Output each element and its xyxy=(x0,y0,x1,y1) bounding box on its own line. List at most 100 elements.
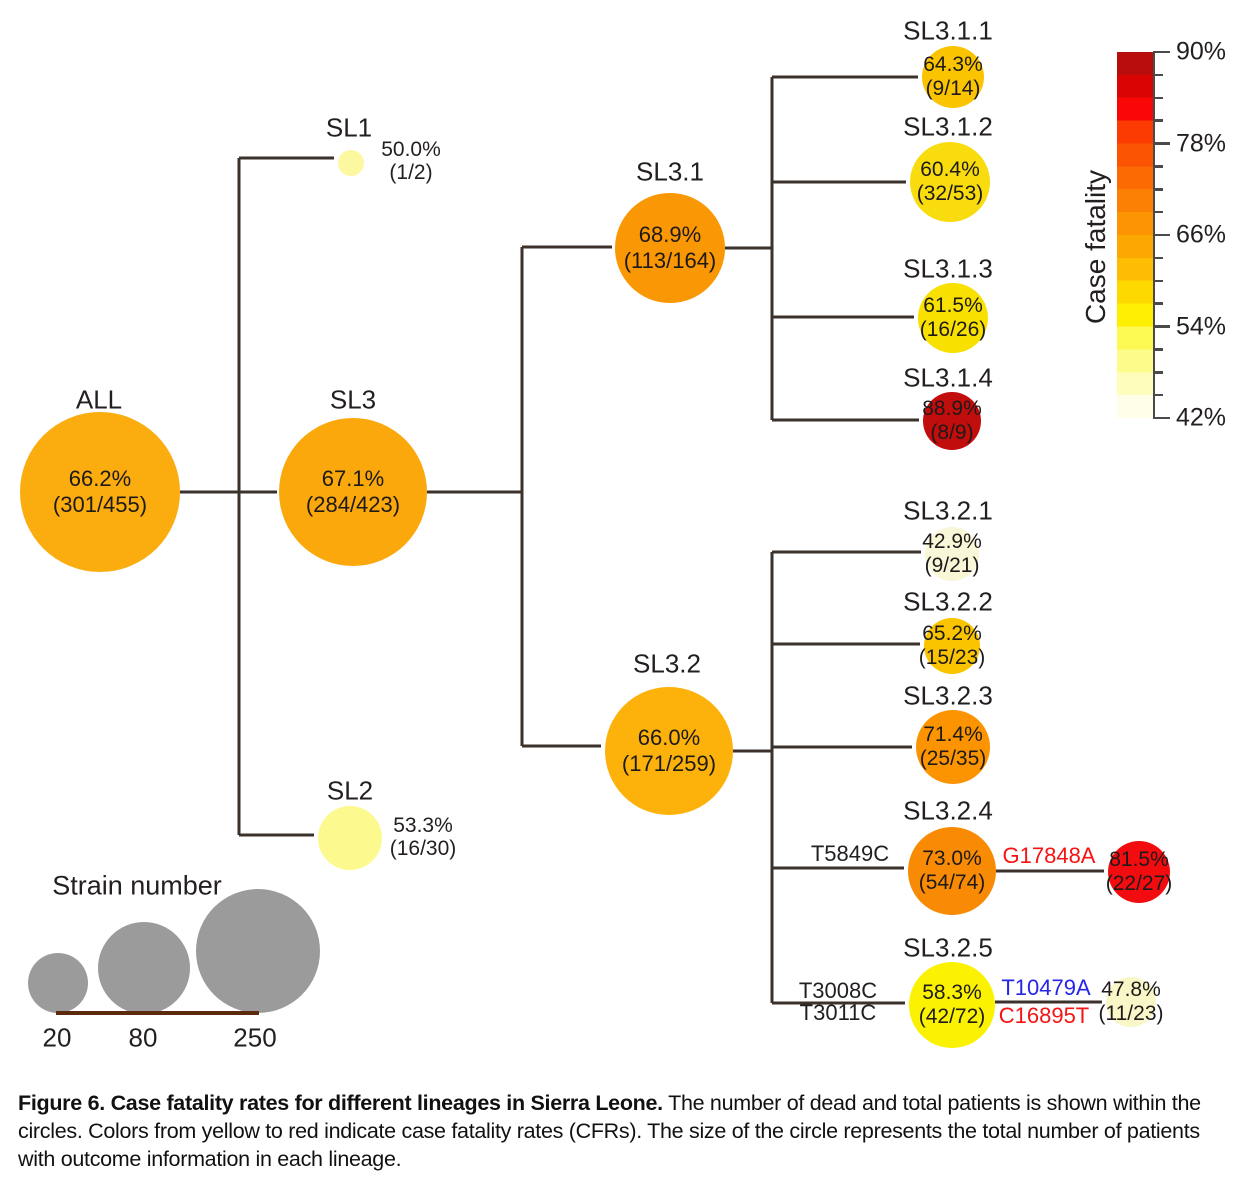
node-sl3-1-3: 61.5% (16/26) xyxy=(918,283,988,353)
label-sl3-1-4: SL3.1.4 xyxy=(903,362,993,393)
node-sl3-2-count: (171/259) xyxy=(621,751,717,776)
strain-number-legend-title: Strain number xyxy=(52,870,222,901)
node-all-count: (301/455) xyxy=(52,492,148,517)
node-sl3-2-4: 73.0% (54/74) xyxy=(908,827,996,915)
node-sl3-1-2-cfr: 60.4% xyxy=(920,158,980,181)
node-sl3: 67.1% (284/423) xyxy=(279,418,427,566)
label-sl3-1-1: SL3.1.1 xyxy=(903,15,993,46)
node-sl3-2-5: 58.3% (42/72) xyxy=(909,962,995,1048)
node-sl3-2-5-subclade-cfr: 47.8% xyxy=(1101,978,1161,1001)
cfr-minor-tick xyxy=(1155,302,1163,305)
node-sl3-2-3-cfr: 71.4% xyxy=(923,723,983,746)
node-sl1-count: (1/2) xyxy=(389,161,433,184)
node-sl2-cfr: 53.3% xyxy=(393,814,453,837)
node-sl1-stats: 50.0% (1/2) xyxy=(381,138,441,184)
cfr-tick-label: 42% xyxy=(1176,403,1227,432)
label-sl3-1-3: SL3.1.3 xyxy=(903,253,993,284)
node-sl3-2-4-cfr: 73.0% xyxy=(922,847,982,870)
cfr-minor-tick xyxy=(1155,119,1163,122)
node-sl3-2-4-subclade: 81.5% (22/27) xyxy=(1105,841,1173,903)
strain-circle-250 xyxy=(196,889,320,1013)
cfr-major-tick xyxy=(1155,325,1170,328)
node-sl3-2-5-count: (42/72) xyxy=(918,1005,986,1028)
node-all-cfr: 66.2% xyxy=(68,466,132,491)
figure-caption: Figure 6. Case fatality rates for differ… xyxy=(18,1089,1226,1173)
case-fatality-axis xyxy=(1153,51,1155,419)
node-sl3-count: (284/423) xyxy=(305,492,401,517)
node-sl3-1-count: (113/164) xyxy=(623,248,717,273)
cfr-major-tick xyxy=(1155,50,1170,54)
node-sl3-2-4-subclade-count: (22/27) xyxy=(1105,872,1173,895)
node-sl3-1-4-cfr: 88.9% xyxy=(922,397,982,420)
mutation-label-c16895t: C16895T xyxy=(998,1003,1090,1028)
node-sl3-2-1-cfr: 42.9% xyxy=(922,530,982,553)
node-sl3-1-1-count: (9/14) xyxy=(925,77,981,100)
node-sl3-1-1: 64.3% (9/14) xyxy=(922,46,984,108)
node-sl3-2-1-count: (9/21) xyxy=(924,554,980,577)
cfr-minor-tick xyxy=(1155,165,1163,168)
case-fatality-colorbar xyxy=(1117,52,1153,418)
node-sl3-2-3-count: (25/35) xyxy=(919,747,987,770)
cfr-tick-label: 54% xyxy=(1176,312,1227,340)
mutation-label-g17848a: G17848A xyxy=(1002,843,1096,868)
strain-size-label-250: 250 xyxy=(233,1022,277,1053)
node-sl3-1-3-cfr: 61.5% xyxy=(923,294,983,317)
label-sl3-2-4: SL3.2.4 xyxy=(903,795,993,826)
case-fatality-legend-title: Case fatality xyxy=(1080,169,1111,325)
strain-size-label-20: 20 xyxy=(42,1022,72,1053)
cfr-tick-label: 78% xyxy=(1176,129,1227,157)
cfr-minor-tick xyxy=(1155,371,1163,374)
cfr-tick-label: 66% xyxy=(1176,220,1227,249)
node-sl3-2-5-subclade-count: (11/23) xyxy=(1098,1002,1164,1025)
node-sl3-2-2: 65.2% (15/23) xyxy=(919,618,985,674)
node-sl3-1-cfr: 68.9% xyxy=(638,222,702,247)
label-sl3-1: SL3.1 xyxy=(636,156,704,187)
strain-baseline xyxy=(56,1011,259,1015)
label-sl3-2-3: SL3.2.3 xyxy=(903,680,993,711)
cfr-major-tick xyxy=(1155,142,1170,145)
node-sl3-2-2-count: (15/23) xyxy=(918,646,986,669)
node-sl3-1-2: 60.4% (32/53) xyxy=(910,142,990,222)
node-sl3-2-3: 71.4% (25/35) xyxy=(916,710,990,784)
mutation-label-t3008c: T3008C xyxy=(798,978,878,1003)
label-all: ALL xyxy=(75,384,123,415)
node-sl3-1-3-count: (16/26) xyxy=(919,318,987,341)
node-sl3-2: 66.0% (171/259) xyxy=(605,687,733,815)
cfr-minor-tick xyxy=(1155,256,1163,260)
strain-size-label-80: 80 xyxy=(128,1022,158,1053)
label-sl3-1-2: SL3.1.2 xyxy=(903,111,993,142)
node-sl3-cfr: 67.1% xyxy=(321,466,385,491)
node-sl3-2-1: 42.9% (9/21) xyxy=(922,527,982,581)
cfr-minor-tick xyxy=(1155,188,1163,191)
node-sl3-1-2-count: (32/53) xyxy=(916,182,984,205)
node-all: 66.2% (301/455) xyxy=(20,412,180,572)
node-sl3-1-4-count: (8/9) xyxy=(930,421,974,444)
cfr-minor-tick xyxy=(1155,210,1163,214)
label-sl2: SL2 xyxy=(326,775,374,806)
cfr-minor-tick xyxy=(1155,393,1163,397)
node-sl3-2-cfr: 66.0% xyxy=(637,725,701,750)
node-sl3-1-4: 88.9% (8/9) xyxy=(922,392,982,450)
figure-caption-body: The number of dead and total patients is… xyxy=(18,1091,1201,1171)
node-sl3-1: 68.9% (113/164) xyxy=(615,193,725,303)
cfr-minor-tick xyxy=(1155,73,1163,77)
cfr-major-tick xyxy=(1155,233,1170,237)
strain-circle-20 xyxy=(28,953,88,1013)
node-sl3-2-4-count: (54/74) xyxy=(918,871,986,894)
node-sl2 xyxy=(318,806,382,870)
node-sl3-2-4-subclade-cfr: 81.5% xyxy=(1109,848,1169,871)
strain-circle-80 xyxy=(98,922,190,1014)
node-sl3-2-5-cfr: 58.3% xyxy=(922,981,982,1004)
cfr-minor-tick xyxy=(1155,96,1163,99)
node-sl3-2-5-subclade: 47.8% (11/23) xyxy=(1099,977,1164,1027)
cfr-minor-tick xyxy=(1155,279,1163,282)
cfr-minor-tick xyxy=(1155,348,1163,351)
node-sl3-1-1-cfr: 64.3% xyxy=(923,53,983,76)
label-sl3-2-5: SL3.2.5 xyxy=(903,932,993,963)
node-sl3-2-2-cfr: 65.2% xyxy=(922,622,982,645)
label-sl3-2: SL3.2 xyxy=(633,648,701,679)
cfr-major-tick xyxy=(1155,416,1170,420)
mutation-label-t10479a: T10479A xyxy=(1001,975,1091,1000)
